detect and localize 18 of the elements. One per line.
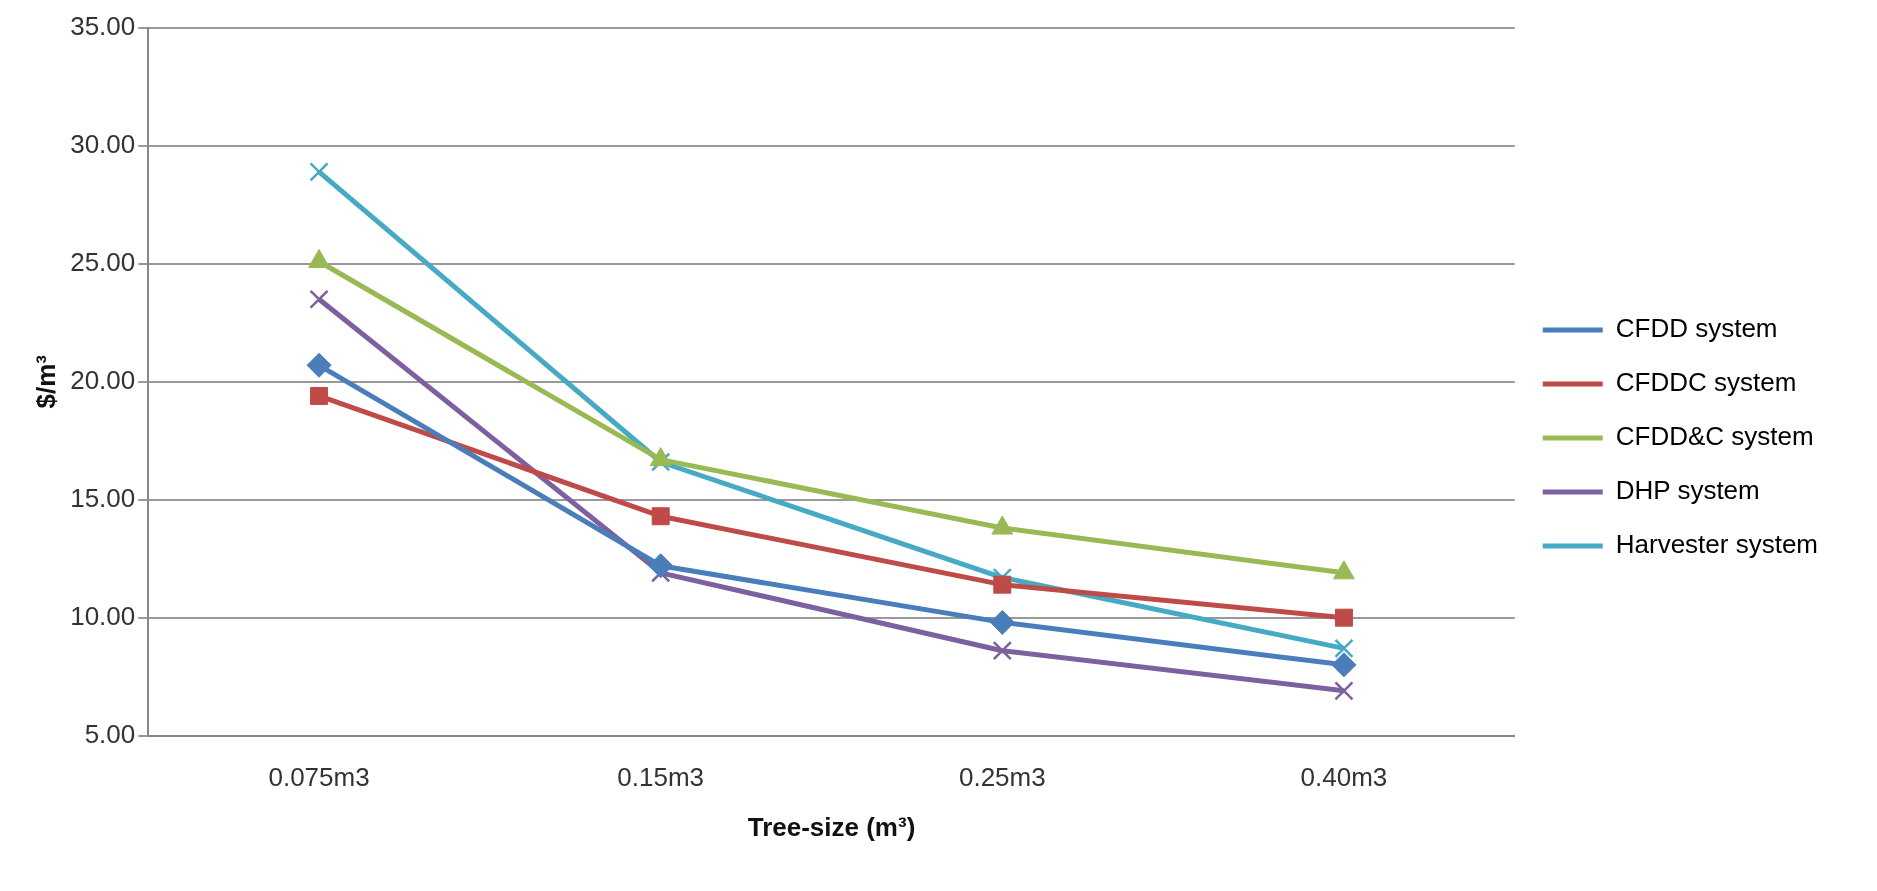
legend-label: CFDD system bbox=[1615, 313, 1778, 344]
legend-label: CFDDC system bbox=[1615, 367, 1797, 398]
legend-label: Harvester system bbox=[1615, 529, 1818, 560]
y-tick-label: 15.00 bbox=[70, 482, 136, 513]
y-tick-label: 25.00 bbox=[70, 247, 136, 278]
x-tick-label: 0.075m3 bbox=[268, 762, 370, 793]
y-tick-label: 30.00 bbox=[70, 129, 136, 160]
y-tick-label: 10.00 bbox=[70, 600, 136, 631]
x-tick-label: 0.15m3 bbox=[617, 762, 705, 793]
x-axis-title: Tree-size (m³) bbox=[747, 811, 916, 842]
legend-label: DHP system bbox=[1615, 475, 1760, 506]
y-tick-label: 35.00 bbox=[70, 11, 136, 42]
legend-label: CFDD&C system bbox=[1615, 421, 1814, 452]
x-tick-label: 0.25m3 bbox=[958, 762, 1046, 793]
x-tick-label: 0.40m3 bbox=[1300, 762, 1388, 793]
y-tick-label: 5.00 bbox=[84, 718, 136, 749]
y-axis-title: $/m³ bbox=[30, 354, 61, 409]
y-tick-label: 20.00 bbox=[70, 364, 136, 395]
